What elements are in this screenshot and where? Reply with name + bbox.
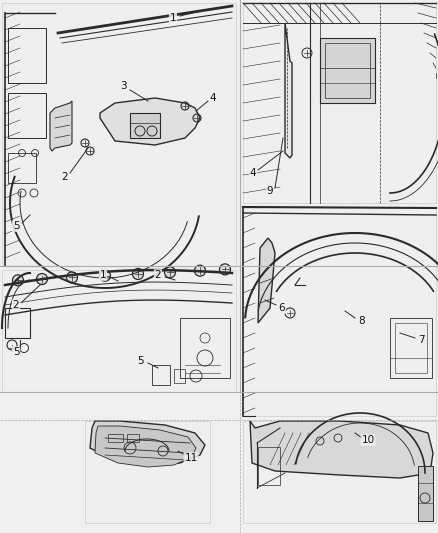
Text: 4: 4 xyxy=(250,168,256,178)
Polygon shape xyxy=(100,98,200,145)
Circle shape xyxy=(133,269,144,279)
Polygon shape xyxy=(95,426,196,467)
Bar xyxy=(2,270,236,392)
Bar xyxy=(243,421,436,523)
Bar xyxy=(418,466,433,521)
Bar xyxy=(2,3,236,266)
Bar xyxy=(8,28,46,83)
Text: 5: 5 xyxy=(13,347,19,357)
Bar xyxy=(180,318,230,378)
Bar xyxy=(258,447,280,485)
Text: 3: 3 xyxy=(120,81,126,91)
Bar xyxy=(130,113,160,138)
Bar xyxy=(243,207,436,416)
Text: 1: 1 xyxy=(100,270,106,280)
Text: 7: 7 xyxy=(418,335,424,345)
Text: 8: 8 xyxy=(359,316,365,326)
Text: 2: 2 xyxy=(13,300,19,310)
Text: 6: 6 xyxy=(279,303,285,313)
Circle shape xyxy=(99,270,110,281)
Polygon shape xyxy=(50,101,72,151)
Bar xyxy=(320,38,375,103)
Bar xyxy=(108,434,123,442)
Text: 9: 9 xyxy=(267,186,273,196)
Circle shape xyxy=(13,275,24,286)
Bar xyxy=(5,308,30,338)
Polygon shape xyxy=(250,421,433,478)
Text: 2: 2 xyxy=(155,270,161,280)
Polygon shape xyxy=(90,421,205,465)
Circle shape xyxy=(36,273,47,285)
Text: 11: 11 xyxy=(184,453,198,463)
Bar xyxy=(152,365,170,385)
Circle shape xyxy=(194,265,205,276)
Text: 2: 2 xyxy=(62,172,68,182)
Polygon shape xyxy=(258,238,275,323)
Text: 1: 1 xyxy=(170,13,177,23)
Bar xyxy=(85,421,210,523)
Text: 4: 4 xyxy=(210,93,216,103)
Bar xyxy=(8,93,46,138)
Circle shape xyxy=(219,264,230,275)
Circle shape xyxy=(165,267,176,278)
Bar xyxy=(390,318,432,378)
Bar xyxy=(8,153,36,183)
Text: 5: 5 xyxy=(13,221,19,231)
Bar xyxy=(174,369,185,383)
Bar xyxy=(395,323,427,373)
Circle shape xyxy=(67,272,78,283)
Polygon shape xyxy=(285,23,292,158)
Bar xyxy=(127,434,139,442)
Bar xyxy=(325,43,370,98)
Bar xyxy=(243,3,436,203)
Text: 5: 5 xyxy=(138,356,144,366)
Text: 10: 10 xyxy=(361,435,374,445)
